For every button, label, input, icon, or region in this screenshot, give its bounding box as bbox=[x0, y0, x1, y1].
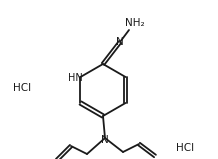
Text: NH₂: NH₂ bbox=[125, 18, 145, 28]
Text: N: N bbox=[101, 135, 109, 145]
Text: HCl: HCl bbox=[176, 143, 194, 153]
Text: N: N bbox=[116, 37, 124, 47]
Text: HCl: HCl bbox=[13, 83, 31, 93]
Text: HN: HN bbox=[68, 73, 83, 83]
